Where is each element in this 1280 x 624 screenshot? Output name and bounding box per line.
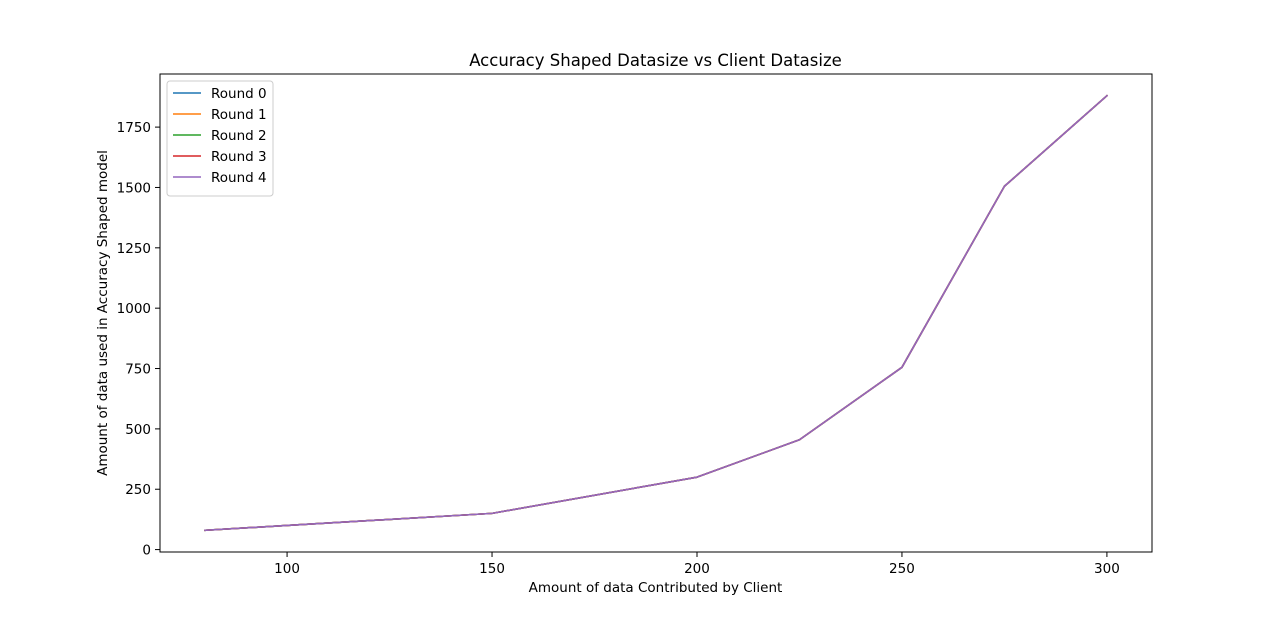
y-tick-label: 1750 <box>117 120 151 136</box>
x-axis: 100 150 200 250 300 <box>274 552 1120 577</box>
y-axis-label: Amount of data used in Accuracy Shaped m… <box>95 150 111 476</box>
legend-label: Round 0 <box>211 86 267 102</box>
plot-lines <box>204 94 1109 532</box>
legend-label: Round 3 <box>211 149 267 165</box>
series-line-round-2 <box>204 94 1109 532</box>
x-tick-label: 100 <box>274 561 300 577</box>
x-tick-label: 150 <box>479 561 505 577</box>
y-tick-label: 1250 <box>117 241 151 257</box>
x-tick-label: 250 <box>889 561 915 577</box>
y-tick-label: 1500 <box>117 180 151 196</box>
x-tick-label: 300 <box>1094 561 1120 577</box>
series-line-round-3 <box>204 94 1109 532</box>
legend-label: Round 4 <box>211 170 267 186</box>
series-line-round-4 <box>204 94 1109 532</box>
chart-title: Accuracy Shaped Datasize vs Client Datas… <box>469 51 842 70</box>
plot-frame <box>159 73 1153 553</box>
x-axis-label: Amount of data Contributed by Client <box>529 580 783 596</box>
y-tick-label: 250 <box>125 482 151 498</box>
y-tick-label: 500 <box>125 422 151 438</box>
y-axis: 0 250 500 750 1000 1250 1500 1750 <box>117 120 160 559</box>
legend: Round 0 Round 1 Round 2 Round 3 Round 4 <box>166 80 274 197</box>
x-tick-label: 200 <box>684 561 710 577</box>
legend-box <box>166 80 274 197</box>
y-tick-label: 0 <box>142 543 151 559</box>
series-line-round-0 <box>204 94 1109 532</box>
y-tick-label: 1000 <box>117 301 151 317</box>
series-line-round-1 <box>204 94 1109 532</box>
legend-label: Round 1 <box>211 107 267 123</box>
legend-label: Round 2 <box>211 128 267 144</box>
y-tick-label: 750 <box>125 362 151 378</box>
